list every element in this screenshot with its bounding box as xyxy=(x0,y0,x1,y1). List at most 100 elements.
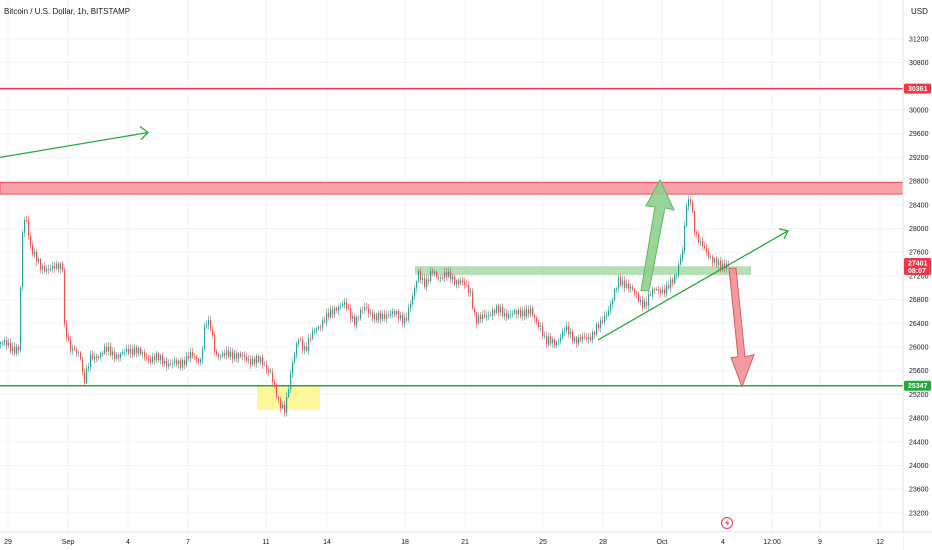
candle-body xyxy=(274,381,276,385)
candle-body xyxy=(110,346,112,356)
candle-body xyxy=(516,310,518,315)
candle-body xyxy=(614,289,616,300)
candle-body xyxy=(146,357,148,359)
candle-body xyxy=(16,346,18,354)
candle-body xyxy=(468,285,470,293)
candle-body xyxy=(438,276,440,278)
price-tick-label: 28800 xyxy=(909,179,929,186)
candle-body xyxy=(256,355,258,364)
candle-body xyxy=(596,324,598,335)
candle-body xyxy=(312,330,314,339)
candle-body xyxy=(36,251,38,262)
price-badge-label: 25347 xyxy=(908,383,928,390)
candle-body xyxy=(642,299,644,308)
candle-body xyxy=(456,280,458,285)
trend-arrow-line xyxy=(0,131,149,159)
candle-body xyxy=(148,358,150,360)
lightning-icon[interactable] xyxy=(721,517,733,529)
candle-body xyxy=(550,336,552,344)
candle-body xyxy=(510,314,512,316)
candle-body xyxy=(216,351,218,355)
candle-body xyxy=(644,301,646,308)
candle-body xyxy=(380,312,382,320)
candle-body xyxy=(488,315,490,317)
resistance-zone xyxy=(0,181,904,195)
candle-body xyxy=(324,320,326,322)
candle-body xyxy=(594,331,596,335)
candle-body xyxy=(540,326,542,328)
candle-body xyxy=(150,359,152,363)
candle-body xyxy=(582,336,584,340)
candle-body xyxy=(588,336,590,340)
price-tick-label: 31200 xyxy=(909,36,929,43)
candle-body xyxy=(514,310,516,314)
candle-body xyxy=(286,396,288,413)
candle-body xyxy=(454,276,456,285)
candle-body xyxy=(294,354,296,363)
price-tick-label: 25600 xyxy=(909,368,929,375)
candle-body xyxy=(30,236,32,246)
candle-body xyxy=(684,225,686,251)
candle-body xyxy=(542,326,544,337)
candle-body xyxy=(672,279,674,284)
candle-body xyxy=(574,337,576,342)
candle-body xyxy=(364,307,366,310)
candle-body xyxy=(226,350,228,356)
candle-body xyxy=(184,360,186,365)
candle-body xyxy=(386,315,388,319)
candle-body xyxy=(530,308,532,314)
candle-body xyxy=(630,286,632,289)
candle-body xyxy=(120,353,122,358)
candle-body xyxy=(210,320,212,330)
candle-body xyxy=(328,312,330,318)
candle-body xyxy=(102,353,104,354)
candle-body xyxy=(246,356,248,361)
candle-body xyxy=(554,339,556,346)
candle-body xyxy=(564,330,566,332)
candle-body xyxy=(418,271,420,282)
candle-body xyxy=(442,277,444,279)
candle-body xyxy=(252,358,254,365)
candle-body xyxy=(316,328,318,331)
candle-body xyxy=(314,330,316,332)
candle-body xyxy=(198,358,200,363)
candle-body xyxy=(64,270,66,324)
candle-body xyxy=(502,307,504,317)
candle-body xyxy=(96,356,98,359)
time-tick-label: 18 xyxy=(401,539,409,546)
candle-body xyxy=(56,263,58,269)
candle-body xyxy=(68,337,70,341)
time-axis-panel[interactable] xyxy=(0,532,903,550)
candle-body xyxy=(524,310,526,317)
candle-body xyxy=(486,316,488,318)
candle-body xyxy=(260,357,262,362)
time-tick-label: 21 xyxy=(461,539,469,546)
candle-body xyxy=(356,317,358,325)
candle-body xyxy=(250,359,252,365)
candle-body xyxy=(460,280,462,284)
price-tick-label: 26400 xyxy=(909,321,929,328)
candle-body xyxy=(710,256,712,258)
candle-body xyxy=(172,363,174,365)
candle-body xyxy=(416,281,418,288)
candle-body xyxy=(700,240,702,243)
candle-body xyxy=(302,339,304,350)
price-axis-ticks: 23200 23600 24000 24400 24800 25200 25600 26000… xyxy=(909,36,929,517)
drawing-annotations xyxy=(0,125,789,389)
candle-body xyxy=(12,346,14,352)
candle-body xyxy=(602,320,604,323)
time-tick-label: 12:00 xyxy=(763,539,781,546)
candle-body xyxy=(434,272,436,273)
candle-body xyxy=(240,353,242,357)
candle-body xyxy=(560,337,562,342)
candle-body xyxy=(440,277,442,279)
price-tick-label: 24000 xyxy=(909,463,929,470)
candle-body xyxy=(170,363,172,365)
candle-body xyxy=(144,352,146,358)
candle-body xyxy=(130,348,132,354)
currency-label[interactable]: USD xyxy=(911,7,928,16)
candle-body xyxy=(570,331,572,335)
price-tick-label: 28400 xyxy=(909,202,929,209)
